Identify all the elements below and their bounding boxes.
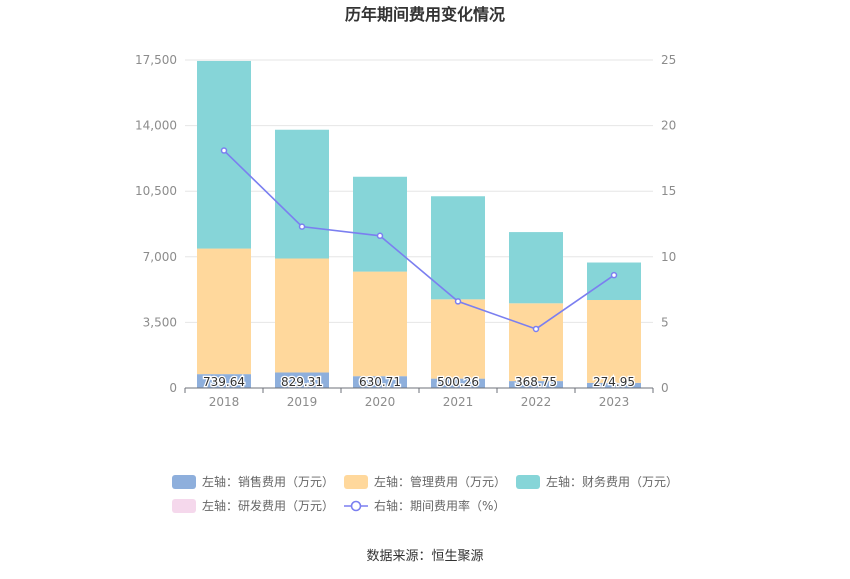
bar-segment: [509, 381, 563, 388]
x-tick-label: 2019: [287, 395, 318, 409]
x-tick-label: 2018: [209, 395, 240, 409]
bar-value-label: 274.95: [593, 375, 635, 389]
bar-segment: [197, 60, 251, 249]
left-tick-label: 10,500: [135, 184, 177, 198]
rate-line: [223, 149, 615, 330]
bar-segment: [509, 232, 563, 304]
right-tick-label: 10: [661, 250, 676, 264]
bar-segment: [197, 248, 251, 375]
right-axis: 0 5 10 15 20 25: [661, 53, 676, 395]
legend-swatch: [516, 475, 540, 489]
right-tick-label: 25: [661, 53, 676, 67]
bar-segment: [587, 262, 641, 301]
bar-value-label: 630.71: [359, 375, 401, 389]
bar-segment: [275, 258, 329, 373]
right-tick-label: 15: [661, 184, 676, 198]
bar-labels: 739.64 829.31 630.71 500.26 368.75 274.95: [202, 374, 637, 391]
bar-value-label: 368.75: [515, 375, 557, 389]
bar-segment: [431, 299, 485, 379]
chart-title: 历年期间费用变化情况: [345, 5, 505, 24]
right-tick-label: 20: [661, 119, 676, 133]
rate-point: [532, 325, 540, 333]
legend-item: 左轴：管理费用（万元）: [344, 474, 506, 489]
x-axis: 2018 2019 2020 2021 2022 2023: [184, 387, 654, 409]
bar-segment: [353, 271, 407, 377]
bar-segment: [353, 176, 407, 272]
legend-item: 左轴：研发费用（万元）: [172, 498, 334, 513]
bar-segment: [275, 129, 329, 259]
right-tick-label: 0: [661, 381, 669, 395]
right-tick-label: 5: [661, 315, 669, 329]
legend-label: 左轴：研发费用（万元）: [202, 498, 334, 513]
rate-point: [298, 223, 306, 230]
rate-point: [610, 271, 618, 279]
rate-point: [454, 298, 462, 305]
legend-marker: [350, 500, 362, 512]
bar-value-label: 829.31: [281, 375, 323, 389]
legend-swatch: [172, 499, 196, 513]
left-tick-label: 3,500: [143, 315, 177, 329]
legend-swatch: [172, 475, 196, 489]
rate-point: [376, 232, 384, 240]
left-tick-label: 17,500: [135, 53, 177, 67]
x-tick-label: 2020: [365, 395, 396, 409]
bar-segment: [197, 374, 251, 388]
data-source: 数据来源：恒生聚源: [366, 549, 483, 564]
legend-item: 左轴：销售费用（万元）: [172, 474, 334, 489]
rate-point: [220, 147, 228, 154]
left-axis: 0 3,500 7,000 10,500 14,000 17,500: [135, 53, 177, 395]
legend-label: 左轴：管理费用（万元）: [374, 474, 506, 489]
legend-swatch: [344, 475, 368, 489]
bar-value-label: 500.26: [437, 375, 479, 389]
left-tick-label: 14,000: [135, 119, 177, 133]
legend-label: 左轴：财务费用（万元）: [546, 474, 678, 489]
bar-value-label: 739.64: [203, 375, 245, 389]
bar-segment: [431, 196, 485, 300]
grid-lines: [185, 59, 653, 323]
x-tick-label: 2021: [443, 395, 474, 409]
left-tick-label: 0: [169, 381, 177, 395]
bar-segment: [587, 300, 641, 383]
left-tick-label: 7,000: [143, 250, 177, 264]
bar-segment: [587, 382, 641, 388]
x-tick-label: 2022: [521, 395, 552, 409]
x-tick-label: 2023: [599, 395, 630, 409]
bar-segment: [431, 378, 485, 388]
line-series: [220, 147, 618, 333]
legend-item: 左轴：财务费用（万元）: [516, 474, 678, 489]
legend-label: 右轴：期间费用率（%）: [374, 498, 505, 513]
bar-segment: [275, 372, 329, 388]
legend-label: 左轴：销售费用（万元）: [202, 474, 334, 489]
legend: 左轴：销售费用（万元） 左轴：管理费用（万元） 左轴：财务费用（万元） 左轴：研发费用…: [172, 474, 678, 513]
bar-segment: [353, 376, 407, 388]
bar-series: [197, 60, 641, 388]
legend-item: 右轴：期间费用率（%）: [344, 498, 505, 513]
